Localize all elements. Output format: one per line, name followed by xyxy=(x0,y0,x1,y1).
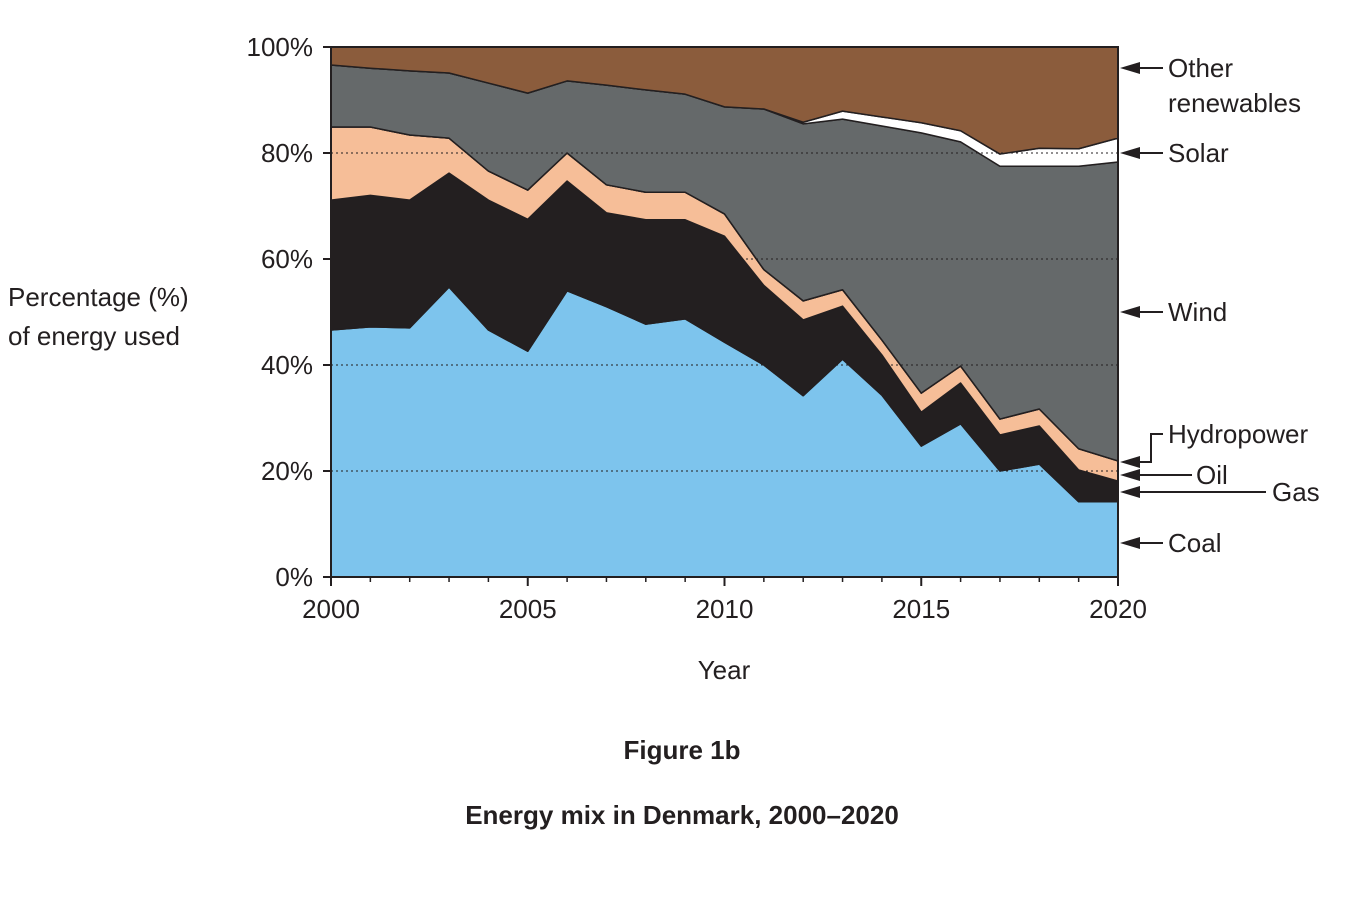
legend-label-hydropower: Hydropower xyxy=(1168,419,1309,449)
legend-label-wind: Wind xyxy=(1168,297,1227,327)
y-tick-label: 20% xyxy=(261,456,313,486)
x-tick-label: 2005 xyxy=(499,594,557,624)
figure-label: Figure 1b xyxy=(623,735,740,765)
x-tick-label: 2020 xyxy=(1089,594,1147,624)
area-layers xyxy=(330,46,1119,578)
x-tick-label: 2000 xyxy=(302,594,360,624)
x-tick-label: 2010 xyxy=(696,594,754,624)
legend-gas xyxy=(1120,486,1266,498)
legend-hydropower xyxy=(1120,433,1163,468)
legend-label-coal: Coal xyxy=(1168,528,1221,558)
legend-wind xyxy=(1120,306,1163,318)
legend-other-renewables xyxy=(1120,62,1163,74)
gridlines xyxy=(331,152,1118,472)
legend-label-gas: Gas xyxy=(1272,477,1320,507)
y-tick-label: 80% xyxy=(261,138,313,168)
legend-oil xyxy=(1120,469,1192,481)
legend xyxy=(1120,62,1266,549)
x-axis-label: Year xyxy=(698,655,751,685)
legend-solar xyxy=(1120,147,1163,159)
x-axis: 2000 2005 2010 2015 2020 xyxy=(302,577,1147,624)
y-axis-label-line1: Percentage (%) xyxy=(8,282,189,312)
legend-label-other-line1: Other xyxy=(1168,53,1233,83)
y-tick-label: 100% xyxy=(247,32,314,62)
y-axis-label-line2: of energy used xyxy=(8,321,180,351)
y-tick-label: 60% xyxy=(261,244,313,274)
x-tick-label: 2015 xyxy=(892,594,950,624)
chart-title: Energy mix in Denmark, 2000–2020 xyxy=(465,800,899,830)
y-tick-label: 0% xyxy=(275,562,313,592)
legend-coal xyxy=(1120,537,1163,549)
y-axis: 0% 20% 40% 60% 80% 100% xyxy=(247,32,331,592)
y-tick-label: 40% xyxy=(261,350,313,380)
legend-label-other-line2: renewables xyxy=(1168,88,1301,118)
legend-label-oil: Oil xyxy=(1196,460,1228,490)
legend-label-solar: Solar xyxy=(1168,138,1229,168)
